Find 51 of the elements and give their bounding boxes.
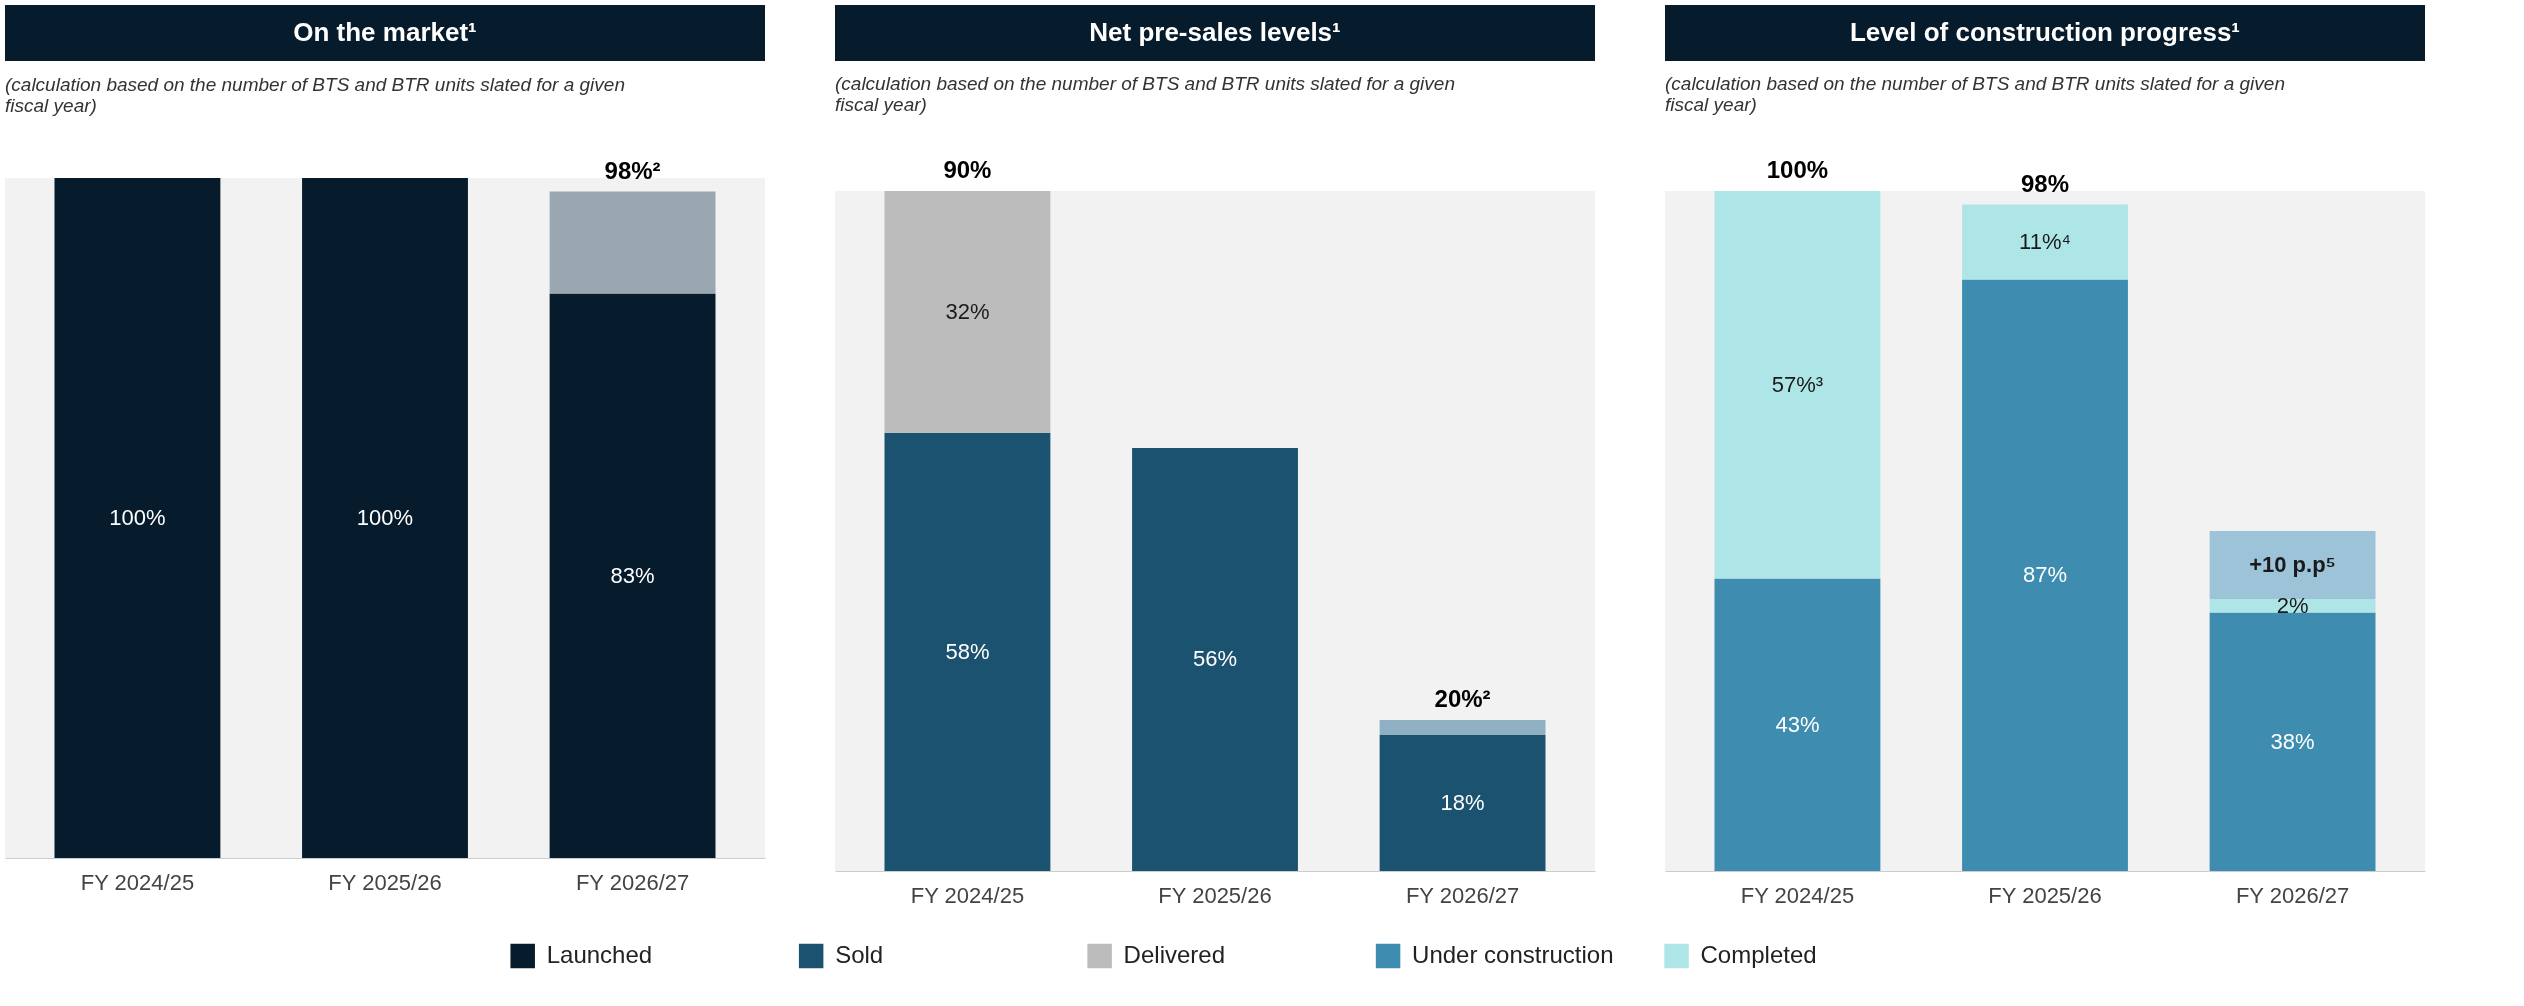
bar bbox=[1714, 578, 1881, 871]
x-tick-label: FY 2026/27 bbox=[2235, 882, 2350, 908]
bar bbox=[884, 191, 1051, 433]
chart-title: On the market¹ bbox=[293, 17, 477, 47]
chart-subtitle: (calculation based on the number of BTS and BTR units slated for a given fiscal year) bbox=[1665, 73, 2285, 115]
x-tick-label: FY 2025/26 bbox=[1988, 882, 2102, 908]
data-label: +10 p.p⁵ bbox=[2249, 552, 2336, 577]
data-label: 87% bbox=[2022, 562, 2068, 588]
bar bbox=[1962, 279, 2128, 871]
data-label: 83% bbox=[610, 562, 655, 588]
x-tick-label: FY 2024/25 bbox=[910, 882, 1025, 908]
data-label: 57%³ bbox=[1771, 371, 1824, 397]
bar bbox=[1379, 719, 1546, 735]
legend-label: Sold bbox=[835, 941, 884, 968]
bar bbox=[2209, 531, 2376, 599]
bar bbox=[2209, 599, 2376, 613]
legend-label: Completed bbox=[1700, 941, 1817, 968]
total-label: 98%² bbox=[604, 156, 661, 184]
x-tick-label: FY 2026/27 bbox=[575, 869, 690, 895]
chart-title: Net pre-sales levels¹ bbox=[1089, 17, 1341, 47]
x-tick-label: FY 2026/27 bbox=[1405, 882, 1520, 908]
bar bbox=[1379, 735, 1546, 871]
bar bbox=[1962, 204, 2128, 280]
data-label: 56% bbox=[1192, 646, 1238, 672]
data-label: 58% bbox=[945, 638, 990, 664]
chart-subtitle: (calculation based on the number of BTS and BTR units slated for a given fiscal year) bbox=[835, 73, 1455, 115]
data-label: 100% bbox=[356, 505, 414, 530]
total-label: 98% bbox=[2020, 169, 2070, 197]
x-tick-label: FY 2025/26 bbox=[1158, 882, 1272, 908]
data-label: 32% bbox=[945, 298, 990, 324]
total-label: 90% bbox=[943, 156, 992, 183]
x-tick-label: FY 2024/25 bbox=[80, 869, 195, 895]
bar bbox=[884, 432, 1051, 871]
legend-label: Delivered bbox=[1123, 941, 1226, 968]
data-label: 43% bbox=[1775, 711, 1820, 737]
bar bbox=[1714, 191, 1881, 579]
chart-subtitle: (calculation based on the number of BTS and BTR units slated for a given fiscal year) bbox=[5, 73, 625, 116]
x-tick-label: FY 2024/25 bbox=[1740, 882, 1855, 908]
legend-label: Launched bbox=[546, 941, 653, 968]
bar bbox=[1132, 447, 1298, 871]
data-label: 11%⁴ bbox=[2019, 229, 2071, 254]
data-label: 100% bbox=[109, 505, 166, 530]
x-tick-label: FY 2025/26 bbox=[328, 869, 442, 895]
bar bbox=[2209, 612, 2376, 871]
chart-title: Level of construction progress¹ bbox=[1849, 17, 2241, 47]
legend-label: Under construction bbox=[1412, 941, 1614, 968]
total-label: 100% bbox=[1766, 156, 1829, 183]
data-label: 2% bbox=[2276, 592, 2309, 618]
data-label: 18% bbox=[1440, 790, 1485, 815]
total-label: 20%² bbox=[1434, 684, 1491, 712]
data-label: 38% bbox=[2270, 728, 2315, 754]
